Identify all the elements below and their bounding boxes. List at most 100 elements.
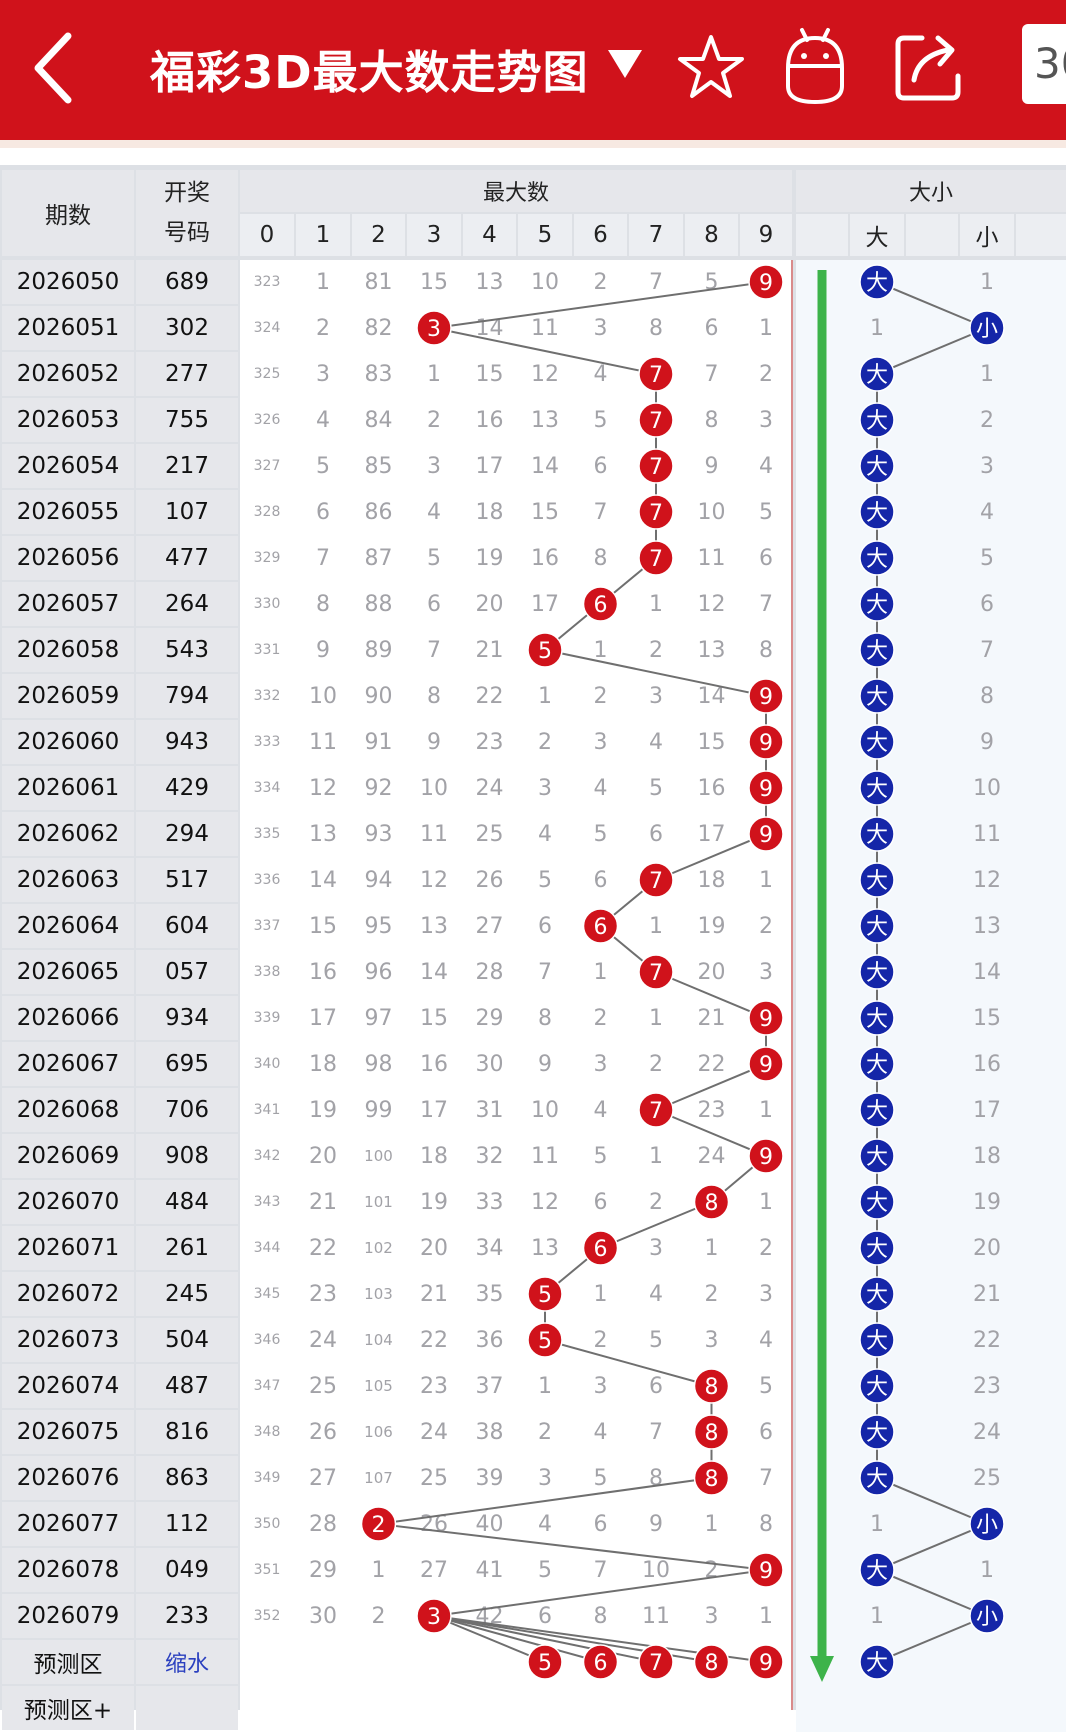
omission-cell: 325 bbox=[253, 366, 281, 382]
omission-cell: 2 bbox=[759, 913, 773, 939]
big-ball-circle bbox=[859, 1184, 895, 1220]
big-ball: 大 bbox=[859, 1276, 895, 1312]
draw-number-cell: 908 bbox=[136, 1134, 238, 1178]
predict-ball-circle bbox=[582, 1644, 619, 1680]
omission-cell: 7 bbox=[593, 499, 608, 525]
big-ball-label: 大 bbox=[866, 1329, 888, 1354]
max-trend-line bbox=[655, 1063, 767, 1111]
omission-cell: 22 bbox=[475, 683, 504, 709]
predict-trend-line bbox=[433, 1615, 546, 1663]
omission-cell: 2 bbox=[593, 269, 608, 295]
share-icon[interactable] bbox=[892, 30, 966, 104]
period-count-button[interactable]: 30 bbox=[1022, 24, 1066, 104]
predict-ball-label: 6 bbox=[594, 1651, 608, 1676]
page-title[interactable]: 福彩3D最大数走势图 bbox=[150, 46, 589, 99]
predict-ball: 6 bbox=[582, 1644, 619, 1680]
omission-cell: 1 bbox=[704, 1511, 719, 1537]
header-draw-line2: 号码 bbox=[164, 220, 210, 246]
omission-cell: 9 bbox=[316, 637, 330, 663]
omission-cell: 9 bbox=[704, 453, 719, 479]
omission-cell: 107 bbox=[364, 1469, 393, 1487]
max-digit-ball-label: 9 bbox=[759, 1145, 773, 1170]
omission-cell: 2 bbox=[649, 637, 663, 663]
omission-cell: 26 bbox=[475, 867, 504, 893]
omission-cell: 1 bbox=[371, 1557, 386, 1583]
small-omission-cell: 1 bbox=[980, 269, 994, 295]
omission-cell: 9 bbox=[538, 1051, 552, 1077]
omission-cell: 335 bbox=[253, 826, 281, 842]
omission-cell: 28 bbox=[309, 1511, 337, 1537]
omission-cell: 9 bbox=[649, 1511, 663, 1537]
big-ball-circle bbox=[859, 1368, 895, 1404]
omission-cell: 29 bbox=[475, 1005, 504, 1031]
omission-cell: 8 bbox=[593, 545, 608, 571]
omission-cell: 2 bbox=[593, 683, 608, 709]
header-size-small: 小 bbox=[960, 214, 1014, 256]
omission-cell: 6 bbox=[759, 1419, 773, 1445]
omission-cell: 95 bbox=[364, 913, 393, 939]
omission-cell: 22 bbox=[420, 1327, 448, 1353]
predict-size-ball: 大 bbox=[859, 1644, 895, 1680]
omission-cell: 5 bbox=[427, 545, 441, 571]
omission-cell: 339 bbox=[253, 1010, 281, 1026]
draw-number-cell: 604 bbox=[136, 904, 238, 948]
big-ball-circle bbox=[859, 540, 895, 576]
omission-cell: 2 bbox=[593, 1005, 608, 1031]
big-ball: 大 bbox=[859, 1552, 895, 1588]
max-digit-ball-circle bbox=[582, 1230, 619, 1266]
omission-cell: 14 bbox=[420, 959, 448, 985]
omission-cell: 92 bbox=[364, 775, 393, 801]
draw-number-cell: 794 bbox=[136, 674, 238, 718]
omission-cell: 342 bbox=[253, 1148, 281, 1164]
omission-cell: 29 bbox=[309, 1557, 337, 1583]
period-cell: 2026079 bbox=[2, 1594, 134, 1638]
omission-cell: 10 bbox=[309, 683, 337, 709]
max-digit-ball-label: 9 bbox=[759, 685, 773, 710]
omission-cell: 3 bbox=[759, 407, 773, 433]
small-omission-cell: 25 bbox=[973, 1465, 1001, 1491]
dropdown-caret-icon[interactable] bbox=[606, 46, 644, 82]
favorite-star-icon[interactable] bbox=[676, 32, 746, 102]
max-digit-ball-circle bbox=[748, 1000, 784, 1036]
omission-cell: 23 bbox=[697, 1097, 726, 1123]
omission-cell: 15 bbox=[420, 1005, 448, 1031]
small-omission-cell: 5 bbox=[980, 545, 994, 571]
omission-cell: 2 bbox=[704, 1281, 719, 1307]
omission-cell: 7 bbox=[593, 1557, 608, 1583]
big-ball-circle bbox=[859, 356, 895, 392]
header-draw-line1: 开奖 bbox=[164, 180, 210, 206]
big-ball: 大 bbox=[859, 586, 895, 622]
omission-cell: 82 bbox=[364, 315, 393, 341]
max-digit-ball-label: 3 bbox=[427, 317, 441, 342]
back-arrow-icon[interactable] bbox=[30, 28, 80, 108]
omission-cell: 14 bbox=[697, 683, 726, 709]
small-omission-cell: 10 bbox=[973, 775, 1001, 801]
omission-cell: 16 bbox=[475, 407, 504, 433]
omission-cell: 21 bbox=[309, 1189, 337, 1215]
omission-cell: 98 bbox=[364, 1051, 393, 1077]
omission-cell: 5 bbox=[759, 1373, 773, 1399]
omission-cell: 3 bbox=[593, 315, 608, 341]
omission-cell: 15 bbox=[420, 269, 448, 295]
omission-cell: 3 bbox=[593, 1051, 608, 1077]
small-omission-cell: 23 bbox=[973, 1373, 1001, 1399]
max-digit-ball-circle bbox=[638, 494, 674, 530]
omission-cell: 330 bbox=[253, 596, 281, 612]
max-digit-ball-label: 5 bbox=[538, 1283, 552, 1308]
omission-cell: 21 bbox=[420, 1281, 448, 1307]
robot-assistant-icon[interactable] bbox=[780, 24, 850, 108]
predict-ball-circle bbox=[527, 1644, 563, 1680]
trend-arrow-head bbox=[810, 1656, 834, 1682]
predict-ball: 7 bbox=[638, 1644, 674, 1680]
omission-cell: 1 bbox=[316, 269, 330, 295]
big-ball: 大 bbox=[859, 908, 895, 944]
big-ball-circle bbox=[859, 1552, 895, 1588]
max-trend-line bbox=[600, 1201, 712, 1249]
max-digit-ball: 2 bbox=[360, 1506, 397, 1542]
draw-number-cell: 245 bbox=[136, 1272, 238, 1316]
max-digit-ball: 8 bbox=[693, 1460, 730, 1496]
shrink-link[interactable]: 缩水 bbox=[136, 1640, 238, 1684]
omission-cell: 105 bbox=[364, 1377, 393, 1395]
max-digit-ball: 9 bbox=[748, 1138, 784, 1174]
omission-cell: 4 bbox=[538, 1511, 552, 1537]
